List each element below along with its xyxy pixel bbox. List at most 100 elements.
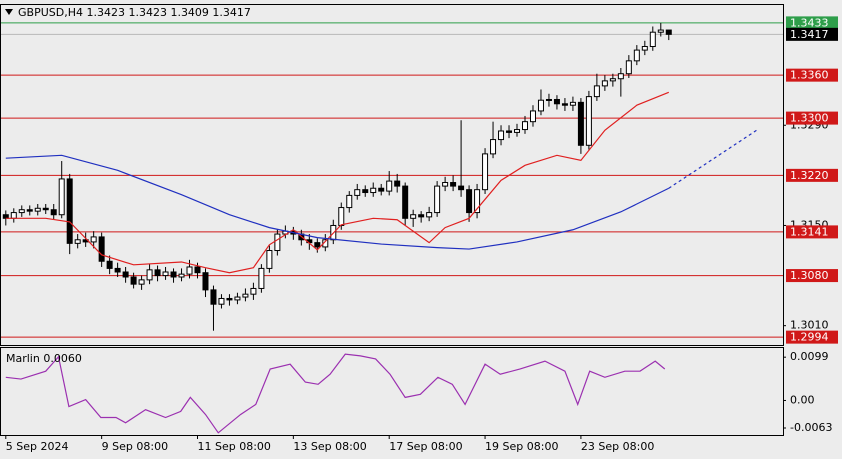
candle-body xyxy=(74,239,81,244)
candle-body xyxy=(482,153,489,191)
candle-body xyxy=(410,214,417,219)
x-tick-label: 13 Sep 08:00 xyxy=(293,440,366,453)
candle-body xyxy=(418,214,425,218)
candle-body xyxy=(378,187,385,192)
candle-body xyxy=(641,46,648,51)
candle-body xyxy=(474,189,481,214)
candle-body xyxy=(458,185,465,191)
level-label-box xyxy=(786,330,838,344)
candle-body xyxy=(506,130,513,133)
candle-body xyxy=(146,269,153,281)
candle-body xyxy=(218,297,225,305)
candle-body xyxy=(234,296,241,301)
candle-body xyxy=(66,178,73,244)
candle-body xyxy=(609,78,616,82)
candle-body xyxy=(58,178,65,216)
candle-body xyxy=(42,207,49,211)
moving-average xyxy=(5,91,670,274)
candle-body xyxy=(657,29,664,33)
candle-body xyxy=(210,289,217,305)
candle-body xyxy=(625,60,632,75)
level-label: 1.3300 xyxy=(790,112,829,125)
x-tick-label: 19 Sep 08:00 xyxy=(485,440,558,453)
level-label-box xyxy=(786,269,838,283)
candle-body xyxy=(402,185,409,219)
candle-body xyxy=(162,271,169,277)
candle-body xyxy=(577,101,584,146)
candle-body xyxy=(250,287,257,295)
labels: 1.30101.31501.32901.34331.34171.33601.33… xyxy=(5,16,838,453)
candle-body xyxy=(122,271,129,278)
candle-body xyxy=(354,189,361,196)
indicator-title: Marlin 0.0060 xyxy=(6,352,82,365)
candle-body xyxy=(617,73,624,80)
x-tick-label: 11 Sep 08:00 xyxy=(197,440,270,453)
candle-body xyxy=(553,98,560,105)
candle-body xyxy=(26,209,33,212)
candle-body xyxy=(545,98,552,101)
candle-body xyxy=(226,297,233,301)
candle-body xyxy=(514,129,521,133)
candle-body xyxy=(170,271,177,278)
candle-body xyxy=(106,260,113,269)
candle-body xyxy=(130,276,137,285)
candle-body xyxy=(194,266,201,274)
level-label-box xyxy=(786,16,838,30)
candle-body xyxy=(90,236,97,243)
candle-body xyxy=(98,236,105,262)
candle-body xyxy=(665,29,672,35)
level-label-box xyxy=(786,111,838,125)
candle-body xyxy=(442,182,449,187)
candle-body xyxy=(601,80,608,87)
candle-body xyxy=(585,96,592,146)
candle-body xyxy=(274,233,281,252)
x-tick-label: 23 Sep 08:00 xyxy=(581,440,654,453)
x-tick-label: 17 Sep 08:00 xyxy=(389,440,462,453)
menu-arrow xyxy=(5,9,13,15)
candle-body xyxy=(537,99,544,112)
candle-body xyxy=(18,209,25,214)
candle-body xyxy=(186,266,193,275)
candle-body xyxy=(386,180,393,192)
candle-body xyxy=(529,110,536,123)
indicator-line xyxy=(5,353,666,434)
candle-body xyxy=(362,189,369,194)
candle-body xyxy=(498,130,505,141)
level-label: 1.3360 xyxy=(790,69,829,82)
indicator-tick-label: -0.0063 xyxy=(790,421,832,434)
candle-body xyxy=(561,103,568,106)
candle-body xyxy=(490,139,497,155)
level-label: 1.3141 xyxy=(790,225,829,238)
indicator-tick-label: 0.0099 xyxy=(790,350,829,363)
level-label: 1.3417 xyxy=(790,28,829,41)
candle-body xyxy=(242,293,249,298)
x-tick-label: 9 Sep 08:00 xyxy=(102,440,168,453)
level-label: 1.3220 xyxy=(790,169,829,182)
candle-body xyxy=(466,189,473,214)
x-tick-label: 5 Sep 2024 xyxy=(6,440,69,453)
plot xyxy=(2,22,757,434)
y-tick-label: 1.3010 xyxy=(790,319,829,332)
level-label-box xyxy=(786,168,838,182)
moving-average xyxy=(5,154,670,250)
candle-body xyxy=(50,209,57,216)
candle-body xyxy=(633,49,640,62)
candle-body xyxy=(178,273,185,278)
level-label-box xyxy=(786,27,838,41)
indicator-tick-label: 0.00 xyxy=(790,393,815,406)
candle-body xyxy=(346,194,353,209)
indicator-frame xyxy=(0,347,784,436)
candle-body xyxy=(258,267,265,289)
main-frame xyxy=(0,4,784,346)
candle-body xyxy=(426,212,433,218)
level-label-box xyxy=(786,68,838,82)
candle-body xyxy=(202,272,209,291)
level-label: 1.2994 xyxy=(790,331,829,344)
candle-body xyxy=(450,182,457,187)
candle-body xyxy=(34,207,41,212)
chart-title: GBPUSD,H4 1.3423 1.3423 1.3409 1.3417 xyxy=(18,6,251,19)
candle-body xyxy=(154,269,161,277)
candle-body xyxy=(649,31,656,48)
candle-body xyxy=(10,212,17,219)
